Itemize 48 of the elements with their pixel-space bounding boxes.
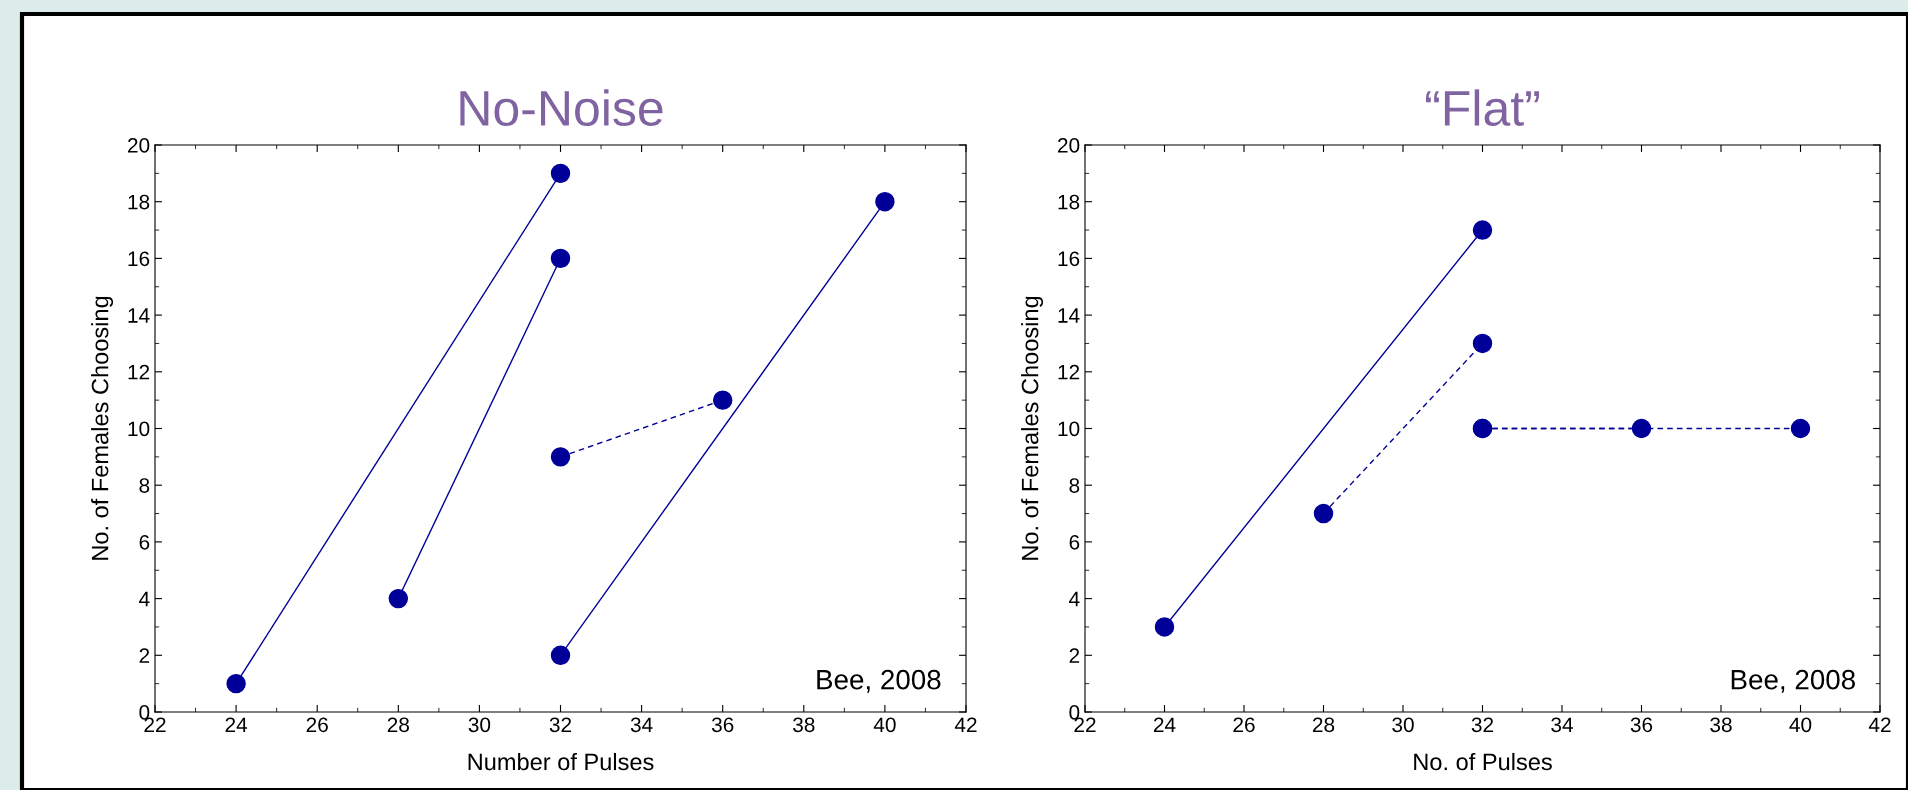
y-tick-label: 12 (128, 364, 150, 380)
x-tick-label: 34 (630, 717, 653, 733)
y-tick-label: 8 (1069, 478, 1080, 493)
x-tick-label: 30 (468, 717, 491, 733)
x-tick-label: 34 (1551, 717, 1573, 733)
annotation: Bee, 2008 (1731, 669, 1855, 693)
chart-title: No-Noise (460, 89, 663, 127)
y-tick-label: 14 (1058, 308, 1080, 323)
x-tick-label: 38 (793, 717, 815, 733)
x-axis-title: No. of Pulses (1414, 752, 1552, 771)
x-tick-label: 40 (1789, 717, 1812, 733)
y-tick-label: 16 (128, 251, 150, 267)
x-tick-label: 28 (1312, 717, 1335, 733)
y-tick-label: 12 (1058, 364, 1080, 380)
y-tick-label: 10 (128, 421, 150, 437)
x-tick-label: 26 (306, 717, 328, 733)
x-tick-label: 38 (1710, 717, 1732, 733)
x-tick-label: 40 (873, 717, 896, 733)
x-axis-title: Number of Pulses (468, 752, 654, 771)
y-tick-label: 6 (1069, 534, 1080, 550)
x-tick-label: 28 (387, 717, 409, 733)
x-tick-label: 24 (1153, 717, 1176, 732)
y-tick-label: 4 (1069, 591, 1080, 607)
x-tick-label: 32 (1471, 717, 1494, 733)
x-tick-label: 42 (954, 717, 977, 732)
annotation: Bee, 2008 (817, 669, 941, 693)
y-axis-title: No. of Females Choosing (1021, 296, 1044, 560)
x-tick-label: 30 (1392, 717, 1414, 733)
y-tick-label: 2 (1069, 648, 1080, 663)
y-tick-label: 2 (139, 648, 150, 663)
y-tick-label: 6 (139, 534, 150, 550)
y-tick-label: 20 (128, 138, 150, 153)
chart-title: “Flat” (1426, 89, 1539, 127)
x-tick-label: 42 (1868, 717, 1891, 732)
x-tick-label: 36 (1630, 717, 1653, 733)
x-tick-label: 24 (225, 717, 248, 732)
y-axis-title: No. of Females Choosing (91, 296, 114, 560)
y-tick-label: 18 (1058, 194, 1080, 210)
y-tick-label: 18 (128, 194, 150, 210)
y-tick-label: 20 (1058, 138, 1080, 153)
y-tick-label: 16 (1058, 251, 1080, 267)
x-tick-label: 26 (1233, 717, 1255, 733)
y-tick-label: 14 (128, 308, 150, 323)
y-tick-label: 4 (139, 591, 150, 607)
y-tick-label: 10 (1058, 421, 1080, 437)
y-tick-label: 8 (139, 478, 150, 493)
x-tick-label: 36 (711, 717, 734, 733)
x-tick-label: 32 (549, 717, 572, 733)
